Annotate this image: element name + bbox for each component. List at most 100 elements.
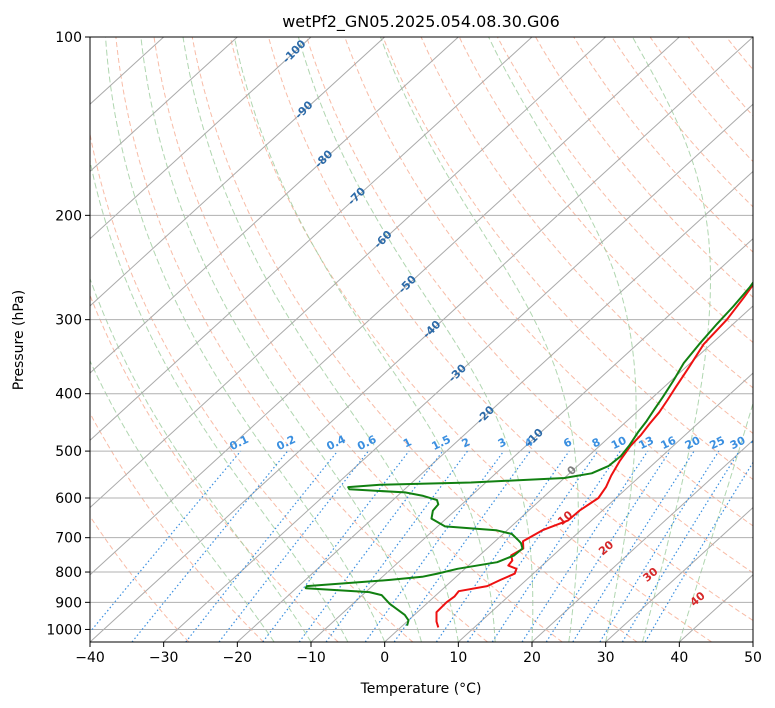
mixing-ratio-label: 10 — [609, 434, 629, 453]
moist-adiabat-line — [182, 37, 459, 642]
isotherm-line — [90, 37, 533, 442]
isotherm-line — [163, 103, 753, 642]
dry-adiabat-line — [765, 37, 775, 642]
mixing-ratio-label: 30 — [728, 434, 748, 453]
dry-adiabat-line — [726, 37, 753, 71]
isotherm-line — [90, 37, 238, 173]
moist-adiabat-line — [90, 277, 312, 642]
mixing-ratio-line — [491, 450, 621, 642]
dry-adiabat-line — [649, 37, 753, 163]
mixing-ratio-line — [185, 450, 339, 642]
isotherm-line — [531, 439, 753, 642]
x-tick-label: 0 — [380, 650, 389, 666]
y-tick-label: 500 — [55, 444, 82, 460]
moist-adiabat-line — [297, 37, 534, 642]
moist-adiabat-line — [380, 37, 579, 642]
isotherm-line — [310, 237, 753, 642]
moist-adiabat-line — [140, 37, 422, 642]
mixing-ratio-label: 0.4 — [324, 433, 348, 453]
mixing-ratio-label: 0.2 — [274, 433, 297, 453]
mixing-ratio-line — [131, 450, 289, 642]
isotherm-line — [457, 372, 753, 642]
moist-adiabat-line — [678, 401, 753, 642]
dry-adiabat-line — [90, 131, 414, 642]
line-labels: 0.1 0.2 0.4 0.6 1 1.5 2 3 4 6 8 10 13 16 20 25 30 36-100-… — [228, 37, 769, 609]
isotherm-line — [90, 37, 753, 642]
moist-adiabat-line — [105, 37, 386, 642]
y-tick-label: 800 — [55, 565, 82, 581]
sounding-profiles — [304, 281, 753, 628]
x-tick-label: −20 — [223, 650, 253, 666]
x-tick-label: 30 — [597, 650, 615, 666]
x-tick-label: 10 — [449, 650, 467, 666]
mixing-ratio-line — [572, 450, 695, 642]
dry-label: 30 — [640, 565, 660, 585]
mixing-ratio-line — [521, 450, 649, 642]
isotherm-line — [90, 37, 680, 576]
x-axis-label: Temperature (°C) — [360, 681, 482, 697]
y-tick-label: 900 — [55, 595, 82, 611]
mixing-ratio-line — [298, 450, 444, 642]
x-tick-label: 50 — [744, 650, 762, 666]
isotherm-line — [90, 37, 459, 374]
mixing-ratio-label: 1.5 — [430, 433, 453, 453]
mixing-ratio-label: 13 — [637, 434, 656, 452]
dry-adiabat-line — [268, 37, 753, 622]
mixing-ratio-line — [393, 450, 531, 642]
mixing-ratio-line — [218, 450, 369, 642]
mixing-ratio-line — [325, 450, 468, 642]
isotherm-line — [90, 37, 312, 240]
isotherm-line — [384, 305, 753, 642]
mixing-ratio-label: 2 — [460, 435, 473, 450]
dry-adiabat-line — [90, 515, 190, 642]
dry-adiabat-line — [382, 37, 753, 481]
temperature-profile — [435, 283, 753, 628]
dry-adiabat-line — [90, 293, 339, 642]
y-tick-label: 1000 — [46, 622, 82, 638]
mixing-ratio-line — [435, 450, 570, 642]
y-tick-label: 100 — [55, 30, 82, 46]
mixing-ratio-label: 16 — [659, 434, 679, 453]
x-tick-label: −30 — [149, 650, 179, 666]
mixing-ratio-label: 36 — [749, 434, 769, 453]
isotherm-line — [90, 37, 607, 509]
isotherm-line — [90, 37, 386, 307]
mixing-ratio-label: 0.6 — [355, 433, 379, 453]
mixing-ratio-line — [466, 450, 599, 642]
dry-adiabat-line — [90, 412, 264, 642]
mixing-ratio-label: 20 — [683, 434, 703, 453]
mixing-ratio-label: 0.1 — [228, 433, 251, 453]
y-axis-ticks: 100 200 300 400 500 600 700 800 900 1000 — [46, 30, 90, 638]
dry-adiabat-line — [496, 37, 753, 344]
x-tick-label: 40 — [670, 650, 688, 666]
mixing-ratio-label: 25 — [708, 434, 727, 452]
mixing-ratio-line — [262, 450, 410, 642]
mixing-ratio-line — [364, 450, 505, 642]
dry-adiabat-line — [535, 37, 753, 298]
dry-adiabat-line — [458, 37, 753, 389]
isotherm-label: -100 — [280, 37, 309, 66]
y-tick-label: 400 — [55, 387, 82, 403]
dry-adiabat-line — [115, 37, 488, 642]
moist-adiabat-line — [488, 37, 637, 642]
isotherm-line — [752, 641, 753, 642]
background-lines — [90, 37, 775, 642]
mixing-ratio-line — [599, 450, 720, 642]
isotherm-line — [236, 170, 753, 642]
moist-adiabat-line — [233, 37, 496, 642]
y-tick-label: 300 — [55, 313, 82, 329]
moist-adiabat-line — [90, 158, 349, 642]
mixing-ratio-line — [621, 450, 740, 642]
mixing-ratio-line — [545, 450, 671, 642]
dry-adiabat-line — [306, 37, 753, 574]
mixing-ratio-label: 6 — [561, 435, 574, 450]
dry-adiabat-line — [611, 37, 753, 208]
dry-adiabat-line — [191, 37, 638, 642]
y-axis-label: Pressure (hPa) — [11, 290, 27, 390]
mixing-ratio-label: 1 — [401, 435, 414, 450]
plot-frame — [89, 36, 754, 643]
y-tick-label: 600 — [55, 491, 82, 507]
dry-adiabat-line — [229, 37, 712, 642]
x-tick-label: −10 — [296, 650, 326, 666]
